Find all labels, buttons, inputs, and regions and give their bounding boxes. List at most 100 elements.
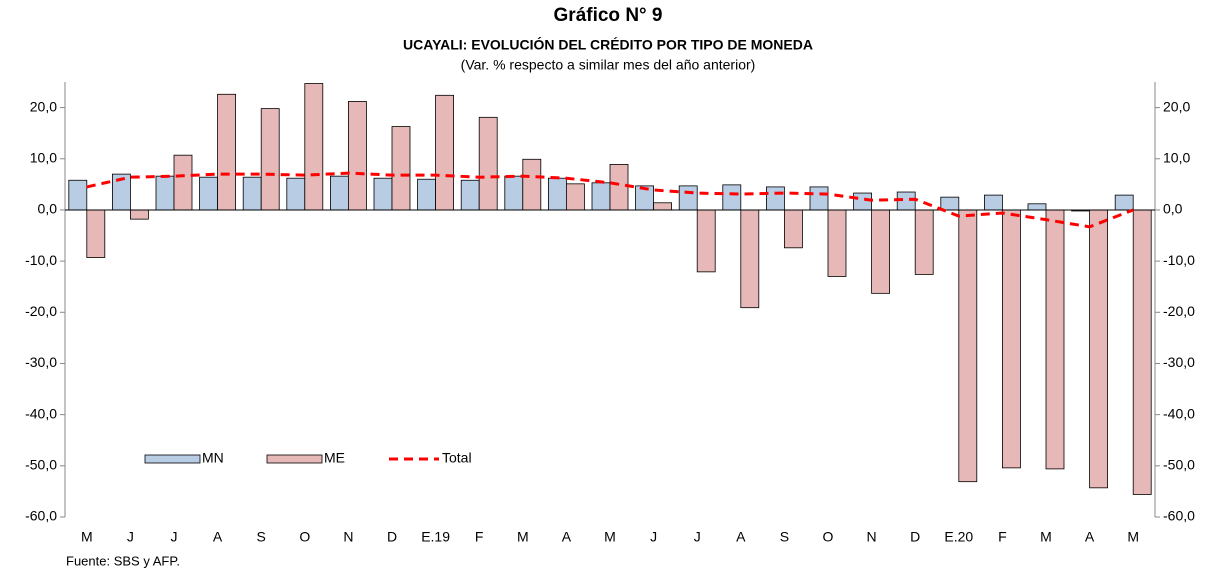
- x-tick-label: M: [517, 529, 529, 545]
- legend-label: MN: [202, 450, 224, 466]
- legend-swatch: [144, 454, 201, 464]
- y-tick-label: -20,0: [25, 303, 57, 319]
- bar: [784, 209, 803, 249]
- bar: [591, 182, 611, 211]
- chart-note: (Var. % respecto a similar mes del año a…: [461, 57, 756, 73]
- bar: [766, 186, 785, 211]
- line: [86, 171, 1134, 229]
- bar: [391, 126, 411, 211]
- y-tick-label: -50,0: [25, 457, 57, 473]
- x-tick-label: A: [213, 529, 223, 545]
- chart-subtitle: UCAYALI: EVOLUCIÓN DEL CRÉDITO POR TIPO …: [403, 36, 813, 53]
- bar: [696, 209, 716, 273]
- bar: [347, 101, 367, 211]
- bar: [722, 184, 742, 211]
- y-tick-label: -10,0: [25, 252, 57, 268]
- y2-tick-label: 10,0: [1163, 149, 1190, 165]
- bar: [242, 176, 262, 211]
- bar: [1089, 209, 1108, 489]
- bar: [740, 209, 760, 309]
- x-tick-label: M: [81, 529, 93, 545]
- bar: [304, 83, 324, 211]
- x-tick-label: A: [736, 529, 746, 545]
- bar: [1002, 209, 1021, 469]
- bar: [155, 175, 175, 211]
- x-tick-label: S: [257, 529, 266, 545]
- x-tick-label: S: [780, 529, 789, 545]
- y2-tick-label: -20,0: [1163, 303, 1195, 319]
- x-tick-label: J: [127, 529, 134, 545]
- y2-tick-label: -50,0: [1163, 457, 1195, 473]
- bar: [871, 209, 890, 294]
- bar: [329, 175, 349, 211]
- bar: [417, 178, 437, 211]
- x-tick-label: A: [1085, 529, 1095, 545]
- source: Fuente: SBS y AFP.: [66, 553, 180, 568]
- bar: [548, 177, 567, 211]
- y-tick-label: -40,0: [25, 405, 57, 421]
- bar: [958, 209, 978, 483]
- bar: [217, 93, 237, 211]
- bar: [129, 209, 149, 220]
- bar: [1027, 203, 1047, 211]
- bar: [1114, 194, 1134, 211]
- legend-label: Total: [442, 450, 472, 466]
- y-tick-label: -60,0: [25, 508, 57, 524]
- bar: [373, 177, 393, 211]
- bar: [609, 163, 629, 211]
- x-tick-label: F: [475, 529, 484, 545]
- legend-swatch: [266, 454, 323, 464]
- x-tick-label: J: [694, 529, 701, 545]
- bar: [435, 94, 455, 211]
- bar: [1132, 209, 1152, 495]
- bar: [678, 185, 698, 211]
- y2-tick-label: 20,0: [1163, 98, 1190, 114]
- y-tick-label: 20,0: [30, 98, 57, 114]
- x-tick-label: M: [604, 529, 616, 545]
- x-tick-label: D: [910, 529, 920, 545]
- bar: [260, 108, 280, 211]
- bar: [940, 196, 960, 211]
- chart-title: Gráfico N° 9: [554, 5, 663, 26]
- x-tick-label: O: [299, 529, 310, 545]
- y2-tick-label: -30,0: [1163, 354, 1195, 370]
- bar: [914, 209, 934, 275]
- x-tick-label: J: [650, 529, 657, 545]
- y2-tick-label: -60,0: [1163, 508, 1195, 524]
- bar: [853, 192, 872, 211]
- bar: [809, 186, 829, 211]
- x-tick-label: O: [823, 529, 834, 545]
- x-tick-label: E.19: [421, 529, 450, 545]
- bar: [68, 179, 88, 211]
- x-tick-label: E.20: [944, 529, 973, 545]
- bar: [199, 176, 219, 211]
- x-tick-label: M: [1127, 529, 1139, 545]
- x-tick-label: J: [171, 529, 178, 545]
- bar: [1045, 209, 1065, 470]
- bar: [653, 202, 672, 211]
- bar: [504, 175, 524, 211]
- bar: [984, 194, 1003, 211]
- bar: [460, 179, 480, 211]
- bar: [566, 183, 585, 211]
- bar: [522, 158, 542, 211]
- legend-label: ME: [324, 450, 345, 466]
- bar: [286, 177, 306, 211]
- y2-tick-label: 0,0: [1163, 201, 1183, 217]
- y2-tick-label: -40,0: [1163, 405, 1195, 421]
- x-tick-label: N: [343, 529, 353, 545]
- x-tick-label: F: [998, 529, 1007, 545]
- y-tick-label: -30,0: [25, 354, 57, 370]
- bar: [827, 209, 847, 277]
- x-tick-label: D: [387, 529, 397, 545]
- bar: [86, 209, 106, 258]
- x-tick-label: A: [562, 529, 572, 545]
- x-tick-label: M: [1040, 529, 1052, 545]
- y-tick-label: 0,0: [38, 201, 58, 217]
- x-tick-label: N: [867, 529, 877, 545]
- bar: [478, 116, 498, 211]
- bar: [173, 154, 193, 211]
- y2-tick-label: -10,0: [1163, 252, 1195, 268]
